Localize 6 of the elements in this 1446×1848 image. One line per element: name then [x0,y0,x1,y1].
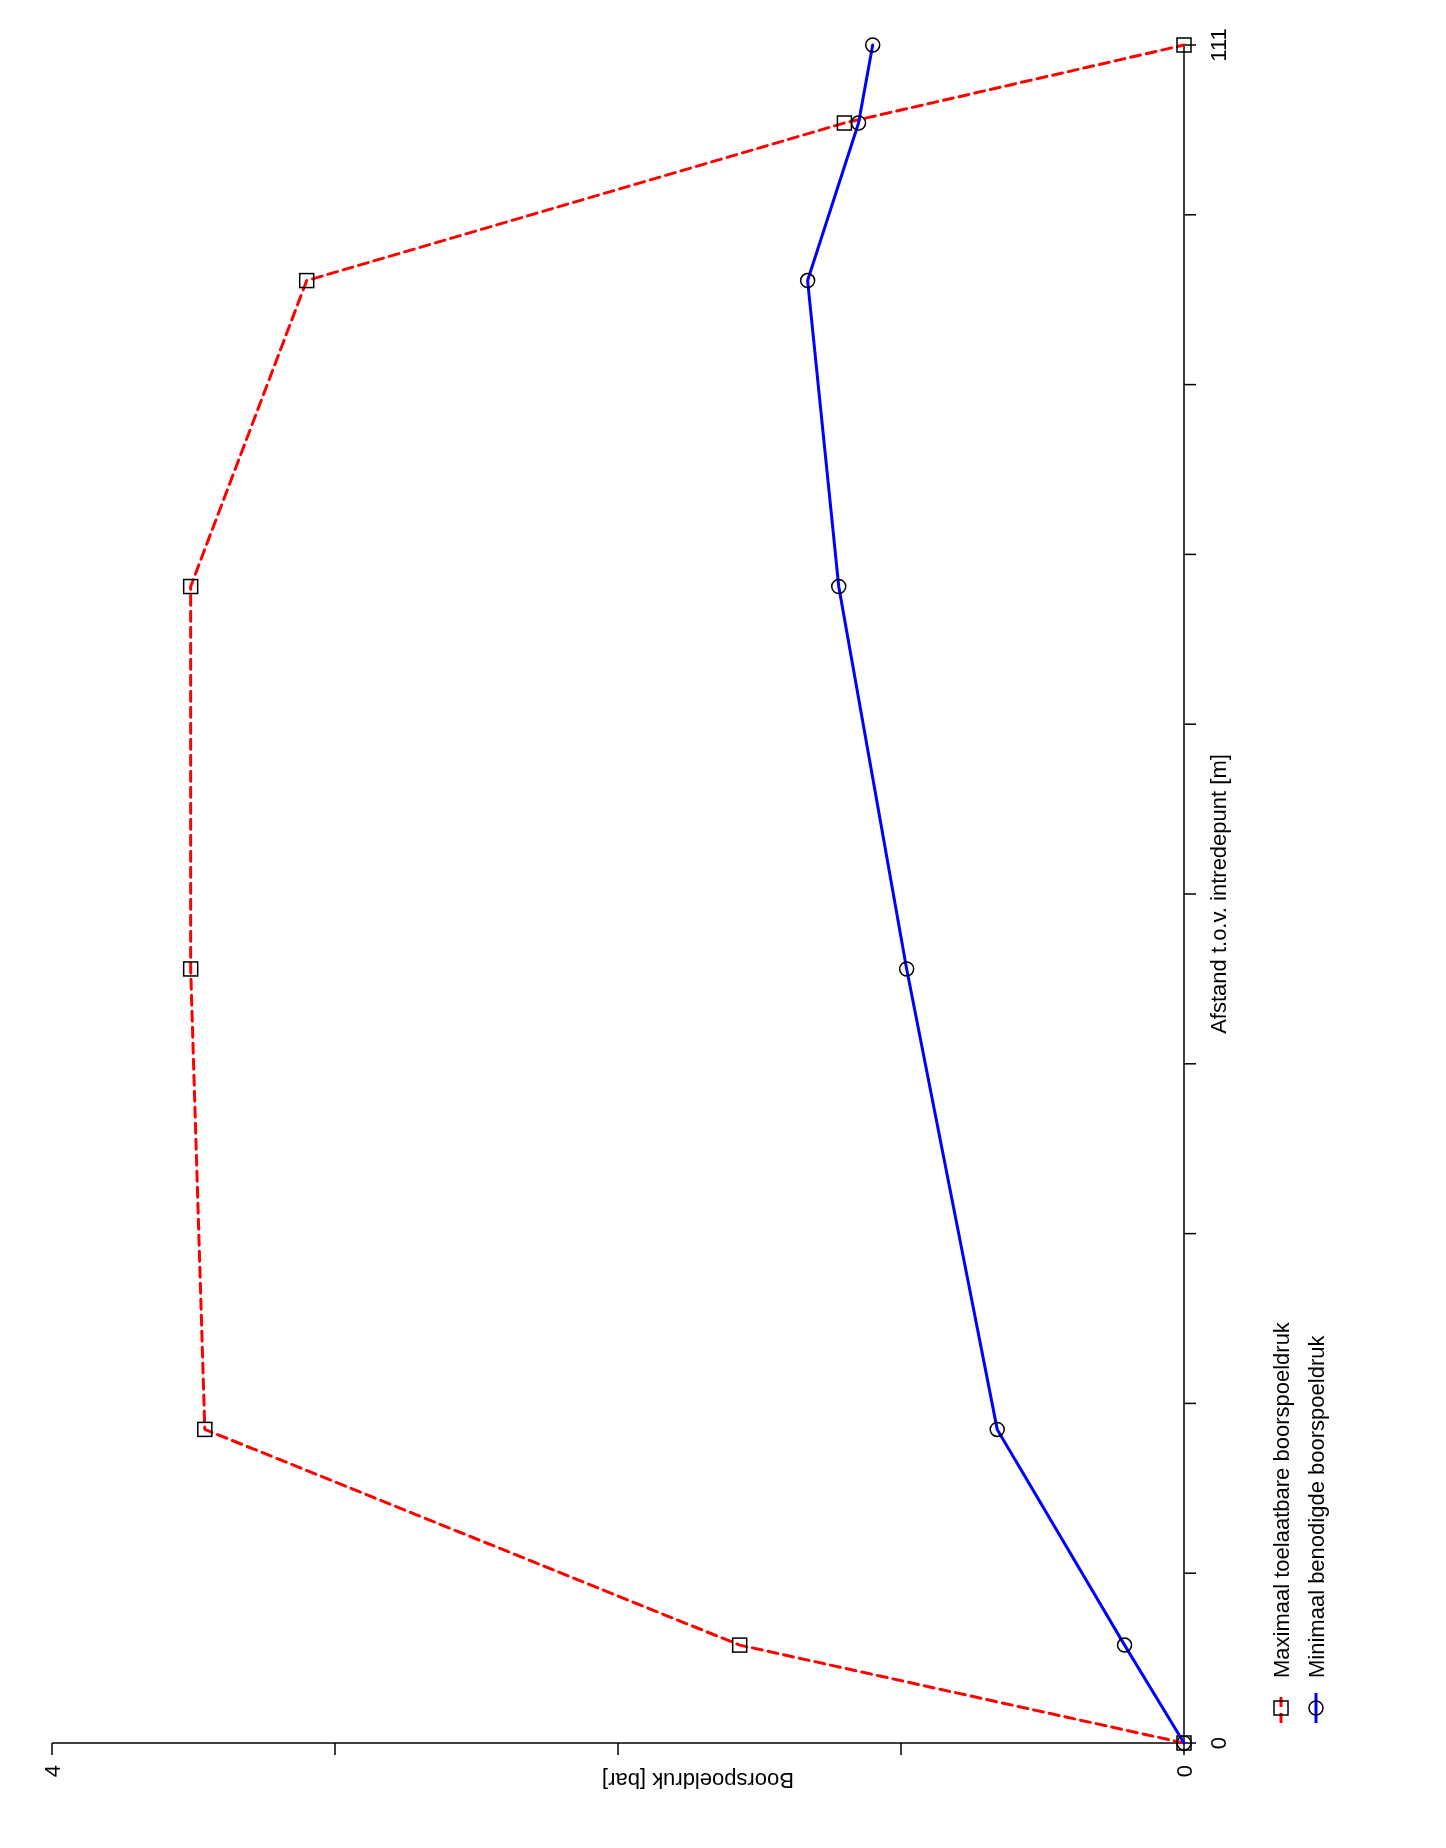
text: Maximaal toelaatbare boorspoeldruk [1269,1321,1294,1678]
text: Minimaal benodigde boorspoeldruk [1304,1334,1329,1678]
x-tick-label: 4 [40,1765,65,1778]
y-axis-title: Afstand t.o.v. intredepunt [m] [1206,754,1231,1034]
x-axis-title: Boorspoeldruk [bar] [602,1768,794,1793]
y-tick-label: 111 [1206,28,1231,62]
